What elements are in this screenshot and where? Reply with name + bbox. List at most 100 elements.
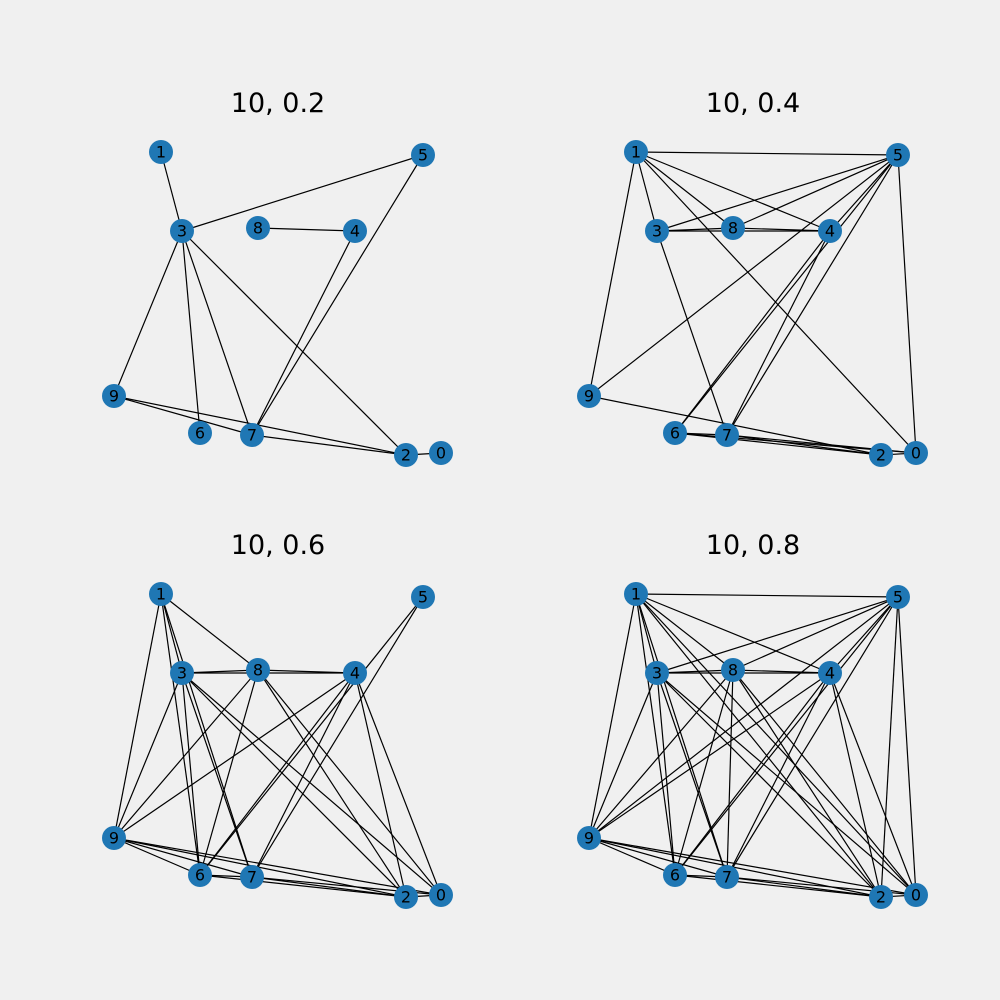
node-1: 1 bbox=[624, 140, 648, 164]
node-circle bbox=[170, 661, 194, 685]
edge-1-0 bbox=[635, 593, 917, 896]
node-group: 0 1 2 3 4 5 6 7 8 9 bbox=[577, 582, 928, 909]
node-label: 3 bbox=[177, 222, 187, 241]
node-5: 5 bbox=[411, 143, 435, 167]
edge-1-3 bbox=[160, 593, 183, 674]
node-circle bbox=[188, 421, 212, 445]
node-label: 9 bbox=[109, 829, 119, 848]
edge-1-7 bbox=[635, 593, 728, 878]
edge-8-9 bbox=[113, 669, 259, 839]
edge-9-6 bbox=[113, 837, 201, 876]
edge-3-2 bbox=[181, 230, 407, 456]
node-group: 0 1 2 3 4 5 6 7 8 9 bbox=[102, 582, 453, 909]
edge-1-3 bbox=[635, 593, 658, 674]
panel-top-right: 10, 0.4 0 1 2 3 4 5 6 7 8 9 bbox=[577, 88, 928, 467]
edge-3-7 bbox=[181, 230, 253, 436]
node-label: 4 bbox=[825, 664, 835, 683]
panel-title: 10, 0.2 bbox=[231, 88, 325, 119]
node-label: 0 bbox=[911, 444, 921, 463]
edge-4-6 bbox=[674, 230, 831, 434]
edge-9-0 bbox=[113, 837, 442, 896]
node-2: 2 bbox=[869, 885, 893, 909]
edge-9-2 bbox=[113, 395, 407, 456]
edge-1-4 bbox=[635, 593, 831, 674]
node-label: 5 bbox=[893, 146, 903, 165]
edge-9-7 bbox=[113, 395, 253, 436]
edge-1-3 bbox=[160, 151, 183, 232]
node-circle bbox=[411, 143, 435, 167]
edge-5-3 bbox=[656, 596, 899, 674]
edge-group bbox=[588, 593, 917, 898]
edge-3-7 bbox=[656, 672, 728, 878]
edge-9-7 bbox=[113, 837, 253, 878]
edge-6-2 bbox=[199, 874, 407, 898]
node-circle bbox=[886, 585, 910, 609]
edge-7-2 bbox=[726, 434, 882, 456]
node-label: 7 bbox=[722, 426, 732, 445]
node-label: 8 bbox=[253, 661, 263, 680]
node-label: 2 bbox=[876, 446, 886, 465]
node-label: 9 bbox=[584, 387, 594, 406]
edge-1-9 bbox=[588, 151, 637, 397]
node-circle bbox=[394, 885, 418, 909]
node-8: 8 bbox=[246, 216, 270, 240]
node-label: 3 bbox=[652, 222, 662, 241]
node-label: 0 bbox=[436, 444, 446, 463]
node-circle bbox=[869, 443, 893, 467]
edge-5-9 bbox=[588, 596, 899, 839]
edge-3-9 bbox=[113, 230, 183, 397]
edge-1-5 bbox=[635, 593, 899, 598]
edge-6-2 bbox=[674, 432, 882, 456]
node-7: 7 bbox=[240, 865, 264, 889]
node-label: 3 bbox=[177, 664, 187, 683]
node-2: 2 bbox=[869, 443, 893, 467]
node-6: 6 bbox=[188, 421, 212, 445]
edge-5-0 bbox=[897, 596, 917, 896]
edge-4-9 bbox=[588, 672, 831, 839]
node-6: 6 bbox=[663, 421, 687, 445]
node-circle bbox=[149, 582, 173, 606]
edge-1-8 bbox=[635, 151, 734, 229]
edge-1-9 bbox=[113, 593, 162, 839]
node-circle bbox=[240, 423, 264, 447]
node-label: 6 bbox=[195, 866, 205, 885]
edge-4-9 bbox=[113, 672, 356, 839]
node-label: 1 bbox=[156, 143, 166, 162]
edge-8-9 bbox=[588, 669, 734, 839]
edge-7-2 bbox=[726, 876, 882, 898]
panel-bottom-right: 10, 0.8 0 1 2 3 4 5 6 7 8 9 bbox=[577, 530, 928, 909]
edge-3-5 bbox=[181, 154, 424, 232]
node-group: 0 1 2 3 4 5 6 7 8 9 bbox=[577, 140, 928, 467]
node-6: 6 bbox=[188, 863, 212, 887]
edge-5-6 bbox=[199, 596, 424, 876]
node-label: 8 bbox=[728, 219, 738, 238]
panel-title: 10, 0.4 bbox=[706, 88, 800, 119]
node-label: 7 bbox=[247, 426, 257, 445]
node-label: 7 bbox=[247, 868, 257, 887]
node-4: 4 bbox=[818, 219, 842, 243]
edge-1-0 bbox=[635, 151, 917, 454]
node-circle bbox=[246, 216, 270, 240]
node-label: 8 bbox=[728, 661, 738, 680]
edge-5-9 bbox=[588, 154, 899, 397]
edge-3-6 bbox=[656, 672, 676, 876]
node-label: 1 bbox=[631, 143, 641, 162]
edge-3-7 bbox=[656, 230, 728, 436]
node-label: 0 bbox=[911, 886, 921, 905]
edge-4-7 bbox=[726, 672, 831, 878]
edge-4-7 bbox=[251, 672, 356, 878]
edge-group bbox=[588, 151, 917, 456]
edge-1-6 bbox=[635, 593, 676, 876]
panel-bottom-left: 10, 0.6 0 1 2 3 4 5 6 7 8 9 bbox=[102, 530, 453, 909]
edge-9-2 bbox=[588, 837, 882, 898]
edge-4-0 bbox=[354, 672, 442, 896]
node-circle bbox=[394, 443, 418, 467]
edge-3-7 bbox=[181, 672, 253, 878]
edge-4-0 bbox=[829, 672, 917, 896]
node-label: 6 bbox=[195, 424, 205, 443]
node-circle bbox=[577, 826, 601, 850]
node-9: 9 bbox=[102, 826, 126, 850]
edge-3-2 bbox=[656, 672, 882, 898]
node-label: 6 bbox=[670, 424, 680, 443]
edge-3-9 bbox=[113, 672, 183, 839]
